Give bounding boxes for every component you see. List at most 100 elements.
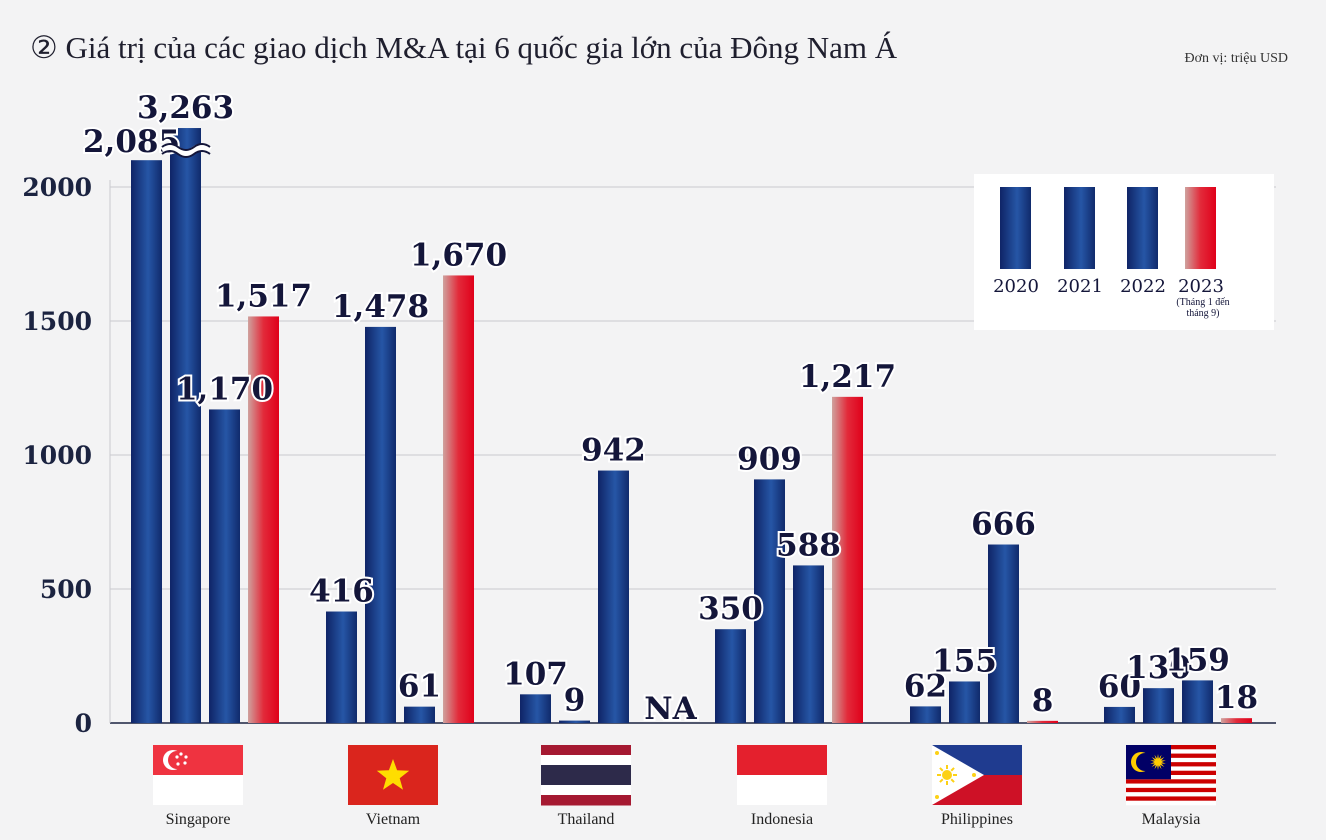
- flag-part: [1126, 792, 1216, 797]
- data-label-vietnam-2020: 416: [309, 574, 374, 610]
- data-label-philippines-2020: 62: [904, 668, 947, 704]
- flag-part: [541, 795, 631, 806]
- flag-part: [1150, 754, 1166, 770]
- y-tick-label: 1000: [22, 441, 92, 470]
- bar-philippines-2021: [949, 681, 980, 723]
- gridlines: 0 500 1000 1500 2000: [22, 173, 1276, 738]
- flag-part: [935, 751, 939, 755]
- flag-part: [541, 745, 631, 756]
- legend-label-2020: 2020: [993, 276, 1039, 297]
- bar-philippines-2020: [910, 706, 941, 723]
- legend-label-2023: 2023: [1178, 276, 1224, 297]
- flag-singapore-icon: [153, 745, 243, 805]
- legend-swatch-2022: [1127, 187, 1158, 269]
- country-label: Indonesia: [751, 811, 813, 828]
- flag-part: [175, 755, 179, 759]
- flag-part: [1136, 753, 1154, 771]
- flags-layer: Singapore Vietnam Thailand Indonesia Philipp…: [153, 745, 1216, 828]
- y-tick-label: 500: [40, 575, 92, 604]
- data-label-malaysia-2023: 18: [1215, 680, 1258, 716]
- bar-indonesia-2023: [832, 396, 863, 723]
- bar-vietnam-2020: [326, 611, 357, 723]
- bar-indonesia-2022: [793, 565, 824, 723]
- bar-malaysia-2020: [1104, 706, 1135, 723]
- data-label-vietnam-2021: 1,478: [332, 289, 429, 325]
- flag-part: [176, 762, 180, 766]
- axis-break-line: [161, 143, 211, 151]
- flag-part: [737, 775, 827, 805]
- flag-part: [939, 778, 944, 783]
- bar-singapore-2020: [131, 160, 162, 723]
- data-label-philippines-2023: 8: [1032, 683, 1054, 719]
- flag-part: [1126, 800, 1216, 806]
- axis-break-line: [161, 150, 211, 158]
- legend-swatch-2021: [1064, 187, 1095, 269]
- bar-vietnam-2021: [365, 326, 396, 723]
- flag-part: [737, 745, 827, 775]
- data-label-singapore-2021: 3,263: [137, 90, 234, 126]
- flag-part: [1126, 783, 1216, 789]
- flag-philippines-icon: [932, 745, 1022, 805]
- flag-part: [541, 775, 631, 786]
- data-label-vietnam-2022: 61: [398, 669, 441, 705]
- flag-thailand-icon: [541, 745, 631, 806]
- flag-part: [950, 767, 955, 772]
- flag-part: [541, 765, 631, 776]
- flag-part: [1126, 787, 1216, 793]
- flag-part: [376, 759, 410, 790]
- legend-note: tháng 9): [1186, 308, 1219, 319]
- bar-vietnam-2023: [443, 275, 474, 723]
- flag-part: [184, 755, 188, 759]
- data-label-indonesia-2022: 588: [776, 527, 841, 563]
- bar-thailand-2020: [520, 694, 551, 723]
- flag-part: [1126, 779, 1216, 784]
- data-label-philippines-2022: 666: [971, 507, 1036, 543]
- flag-part: [1126, 796, 1216, 802]
- unit-label: Đơn vị: triệu USD: [1184, 51, 1288, 66]
- data-label-malaysia-2020: 60: [1098, 669, 1141, 705]
- data-label-singapore-2022: 1,170: [176, 371, 273, 407]
- bar-philippines-2022: [988, 544, 1019, 723]
- flag-part: [183, 761, 187, 765]
- bar-singapore-2021: [170, 128, 201, 724]
- bar-singapore-2022: [209, 409, 240, 723]
- data-label-indonesia-2020: 350: [698, 591, 763, 627]
- bar-singapore-2023: [248, 316, 279, 723]
- bars-layer: [131, 128, 1252, 724]
- data-label-malaysia-2021: 130: [1126, 650, 1191, 686]
- flag-part: [972, 773, 976, 777]
- flag-part: [541, 785, 631, 796]
- data-label-thailand-2020: 107: [503, 656, 568, 692]
- bar-thailand-2021: [559, 720, 590, 723]
- chart-title: ② Giá trị của các giao dịch M&A tại 6 qu…: [30, 30, 898, 65]
- y-tick-label: 0: [75, 709, 92, 738]
- country-label: Singapore: [166, 811, 231, 828]
- bar-philippines-2023: [1027, 720, 1058, 723]
- flag-part: [168, 751, 186, 769]
- flag-part: [541, 755, 631, 766]
- bar-malaysia-2023: [1221, 718, 1252, 723]
- data-label-thailand-2022: 942: [581, 433, 646, 469]
- data-label-indonesia-2021: 909: [737, 441, 802, 477]
- country-label: Vietnam: [366, 811, 421, 828]
- legend-swatch-2020: [1000, 187, 1031, 269]
- data-label-singapore-2023: 1,517: [215, 278, 312, 314]
- axis-break-mark: [159, 143, 213, 157]
- flag-part: [950, 778, 955, 783]
- data-label-philippines-2021: 155: [932, 643, 997, 679]
- flag-part: [935, 795, 939, 799]
- data-label-malaysia-2022: 159: [1165, 642, 1230, 678]
- country-label: Thailand: [558, 811, 615, 828]
- data-label-thailand-2023: NA: [644, 691, 697, 727]
- bar-indonesia-2020: [715, 629, 746, 723]
- country-label: Malaysia: [1142, 811, 1201, 828]
- bar-indonesia-2021: [754, 479, 785, 723]
- legend-swatch-2023: [1185, 187, 1216, 269]
- data-label-singapore-2020: 2,085: [83, 124, 180, 160]
- country-label: Philippines: [941, 811, 1013, 828]
- data-label-thailand-2021: 9: [564, 683, 586, 719]
- data-label-indonesia-2023: 1,217: [799, 359, 896, 395]
